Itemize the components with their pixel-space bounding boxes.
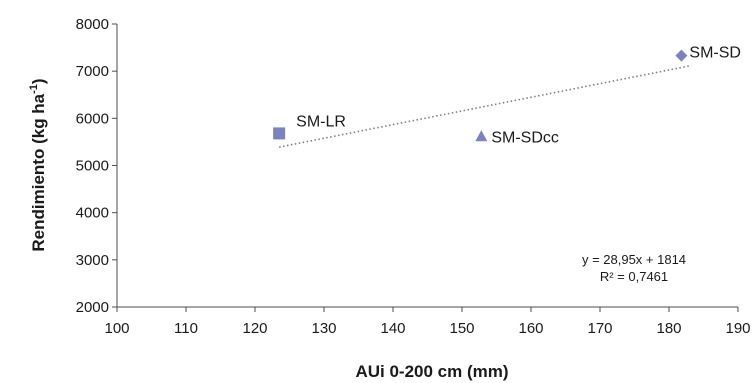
- trendline-equation: y = 28,95x + 1814: [582, 252, 686, 267]
- plot-area: 2000 3000 4000 5000 6000 7000 8000 100 110 120 130…: [76, 16, 751, 337]
- data-point-sm-sdcc: [475, 130, 488, 142]
- trendline-r2: R² = 0,7461: [600, 269, 668, 284]
- x-tick-label: 190: [725, 320, 750, 337]
- data-point-sm-lr: [273, 127, 286, 140]
- y-axis-title-end: ): [29, 78, 48, 84]
- y-tick-label: 3000: [76, 252, 109, 269]
- y-axis-title-sup: -1: [28, 84, 40, 94]
- x-tick-label: 150: [449, 320, 474, 337]
- y-tick-label: 6000: [76, 110, 109, 127]
- x-tick-label: 130: [311, 320, 336, 337]
- x-tick-label: 170: [587, 320, 612, 337]
- x-tick-label: 120: [242, 320, 267, 337]
- y-axis-title: Rendimiento (kg ha-1): [28, 78, 48, 251]
- data-point-sm-sd: [675, 49, 688, 62]
- y-tick-label: 8000: [76, 16, 109, 33]
- y-tick-label: 5000: [76, 158, 109, 175]
- x-tick-label: 160: [518, 320, 543, 337]
- point-label: SM-SDcc: [491, 129, 559, 146]
- y-tick-label: 2000: [76, 299, 109, 316]
- x-axis-title: AUi 0-200 cm (mm): [355, 362, 508, 381]
- point-label: SM-SD: [689, 45, 741, 62]
- x-tick-label: 110: [174, 320, 198, 337]
- y-axis-title-main: Rendimiento (kg ha: [29, 93, 48, 251]
- y-tick-label: 4000: [76, 205, 109, 222]
- trendline: [278, 65, 690, 148]
- point-label: SM-LR: [296, 113, 346, 130]
- y-tick-label: 7000: [76, 63, 109, 80]
- x-tick-label: 100: [104, 320, 129, 337]
- x-tick-label: 180: [656, 320, 681, 337]
- x-tick-label: 140: [380, 320, 405, 337]
